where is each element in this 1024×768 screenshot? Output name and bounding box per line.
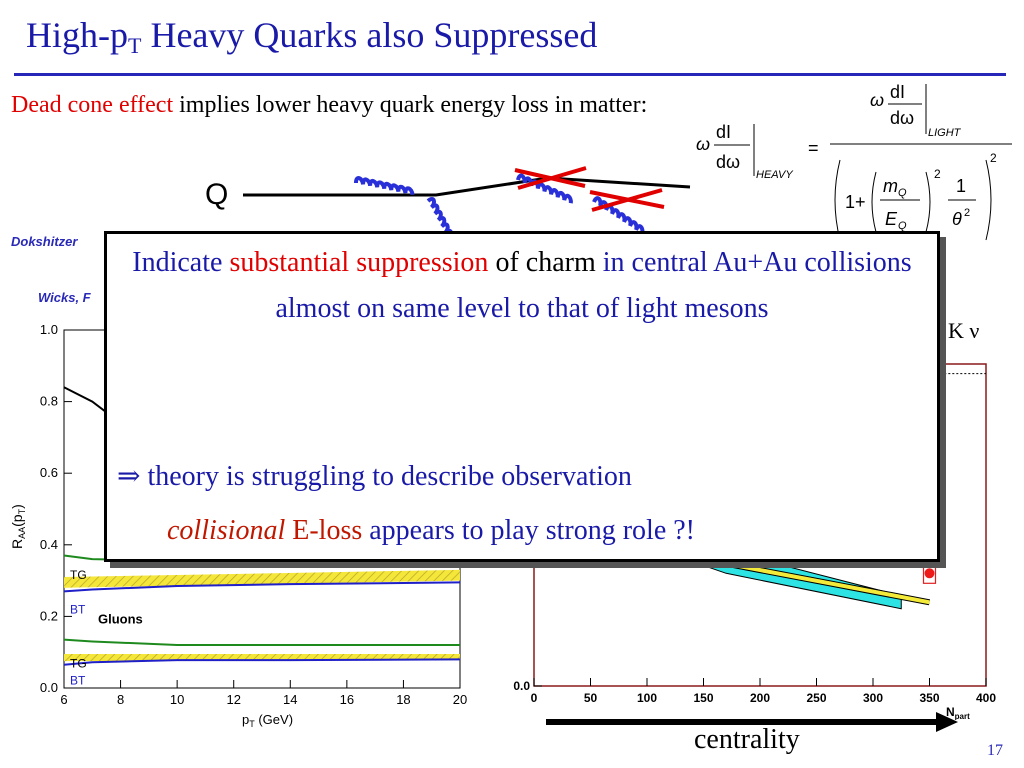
right-x-tick-label: 50 bbox=[584, 691, 598, 705]
left-y-tick-label: 0.0 bbox=[40, 680, 58, 695]
formula-theta: θ bbox=[952, 209, 962, 229]
formula-eq: E bbox=[885, 209, 898, 229]
right-point-box bbox=[922, 562, 937, 584]
left-x-tick-label: 10 bbox=[170, 692, 184, 707]
gluon-coil-3 bbox=[516, 173, 573, 204]
right-x-tick-label: 400 bbox=[976, 691, 996, 705]
left-y-axis-label-tail-sub: T bbox=[17, 508, 27, 514]
intro-rest: implies lower heavy quark energy loss in… bbox=[173, 92, 648, 118]
formula-mq-sub: Q bbox=[898, 187, 907, 199]
right-x-tick-label: 300 bbox=[863, 691, 883, 705]
conclusion-paragraph-1: Indicate substantial suppression of char… bbox=[117, 240, 927, 332]
right-x-tick-label: 200 bbox=[750, 691, 770, 705]
left-y-axis-label: RAA(pT) bbox=[9, 504, 27, 549]
cross-mark-2 bbox=[589, 188, 665, 212]
left-series-line-5 bbox=[63, 658, 461, 666]
left-x-axis-label-sub: T bbox=[249, 719, 255, 729]
left-y-axis-label-sub: AA bbox=[17, 527, 27, 539]
title-subscript: T bbox=[128, 33, 142, 58]
right-x-tick-label: 150 bbox=[693, 691, 713, 705]
left-x-tick-label: 14 bbox=[283, 692, 297, 707]
left-x-tick-label: 18 bbox=[396, 692, 410, 707]
k-nu-label: K ν bbox=[948, 318, 980, 343]
right-x-tick-label: 100 bbox=[637, 691, 657, 705]
quark-path-line bbox=[243, 176, 691, 197]
formula-di-lhs: dI bbox=[716, 122, 731, 142]
reference-dokshitzer: Dokshitzer bbox=[11, 234, 78, 249]
left-label-bt-2: BT bbox=[70, 674, 86, 688]
formula-light-sub: LIGHT bbox=[928, 127, 962, 139]
formula-heavy-sub: HEAVY bbox=[756, 169, 793, 181]
left-y-axis-label-tail: (p bbox=[9, 514, 25, 527]
formula-mq: m bbox=[883, 176, 898, 196]
left-x-tick-label: 12 bbox=[226, 692, 240, 707]
title-rest: Heavy Quarks also Suppressed bbox=[141, 15, 598, 55]
dead-cone-term: Dead cone effect bbox=[11, 92, 174, 118]
left-label-bt-1: BT bbox=[70, 602, 86, 616]
left-y-tick-label: 0.2 bbox=[40, 608, 58, 623]
left-series-line-3 bbox=[63, 581, 461, 593]
gluon-coil-1 bbox=[353, 176, 415, 196]
centrality-label: centrality bbox=[694, 724, 800, 755]
formula-eq-sub: Q bbox=[898, 220, 907, 232]
left-y-tick-label: 0.6 bbox=[40, 465, 58, 480]
formula-equals: = bbox=[808, 138, 819, 158]
formula-omega-lhs: ω bbox=[696, 134, 710, 154]
conclusion-paragraph-2: ⇒ theory is struggling to describe obser… bbox=[117, 461, 632, 492]
right-x-tick-label: 0 bbox=[531, 691, 538, 705]
p1-text-b: in central Au+Au collisions almost on sa… bbox=[275, 247, 912, 324]
gluon-coil-4 bbox=[592, 196, 645, 235]
formula-domega-rhs: dω bbox=[890, 108, 914, 128]
left-y-tick-label: 1.0 bbox=[40, 322, 58, 337]
page-number: 17 bbox=[987, 742, 1003, 759]
right-x-axis-label-sub: part bbox=[955, 712, 970, 720]
left-x-tick-label: 20 bbox=[453, 692, 467, 707]
formula-inner-exp: 2 bbox=[934, 167, 941, 181]
left-x-axis-label: pT (GeV) bbox=[242, 712, 293, 729]
formula-omega-rhs: ω bbox=[870, 90, 884, 110]
p1-of-charm: of charm bbox=[488, 247, 596, 278]
formula-one-plus: 1+ bbox=[845, 192, 866, 212]
left-label-tg-1: TG bbox=[70, 568, 87, 582]
left-y-tick-label: 0.8 bbox=[40, 394, 58, 409]
p1-text-a: Indicate bbox=[132, 247, 230, 278]
cross-mark-1 bbox=[514, 166, 587, 190]
formula-domega-lhs: dω bbox=[716, 152, 740, 172]
left-x-axis-label-tail: (GeV) bbox=[255, 712, 293, 727]
formula-di-rhs: dI bbox=[890, 82, 905, 102]
left-label-gluons: Gluons bbox=[98, 612, 143, 627]
left-series-line-4 bbox=[63, 638, 460, 647]
slide-title: High-pT Heavy Quarks also Suppressed bbox=[26, 14, 597, 59]
right-x-tick-label: 350 bbox=[919, 691, 939, 705]
conclusion-box: Indicate substantial suppression of char… bbox=[104, 231, 940, 562]
reference-wicks: Wicks, F bbox=[38, 290, 91, 305]
p1-substantial-suppression: substantial suppression bbox=[229, 247, 489, 278]
right-x-tick-label: 250 bbox=[806, 691, 826, 705]
left-y-axis-label-close: ) bbox=[9, 504, 25, 509]
left-band-1 bbox=[64, 569, 460, 588]
left-x-tick-label: 16 bbox=[340, 692, 354, 707]
centrality-arrow bbox=[546, 712, 958, 732]
quark-label: Q bbox=[205, 178, 229, 211]
left-y-tick-label: 0.4 bbox=[40, 537, 58, 552]
left-x-tick-label: 8 bbox=[117, 692, 124, 707]
right-y-tick-label: 0.0 bbox=[513, 679, 530, 693]
formula-theta-exp: 2 bbox=[964, 207, 970, 219]
p3-collisional: collisional bbox=[167, 515, 286, 546]
formula-outer-exp: 2 bbox=[990, 151, 997, 165]
left-label-tg-2: TG bbox=[70, 656, 87, 670]
dead-cone-formula: ω dI dω HEAVY = ω dI dω LIGHT 2 1+ 2 m Q… bbox=[696, 82, 1012, 241]
intro-text: Dead cone effect implies lower heavy qua… bbox=[11, 88, 651, 123]
title-main: High-p bbox=[26, 15, 128, 55]
formula-one: 1 bbox=[956, 176, 966, 196]
p3-eloss: E-loss bbox=[285, 515, 363, 546]
right-red-point bbox=[924, 568, 935, 579]
p3-text: appears to play strong role ?! bbox=[362, 515, 696, 546]
left-x-tick-label: 6 bbox=[60, 692, 67, 707]
conclusion-paragraph-3: collisional E-loss appears to play stron… bbox=[167, 508, 695, 554]
title-underline bbox=[14, 73, 1006, 76]
